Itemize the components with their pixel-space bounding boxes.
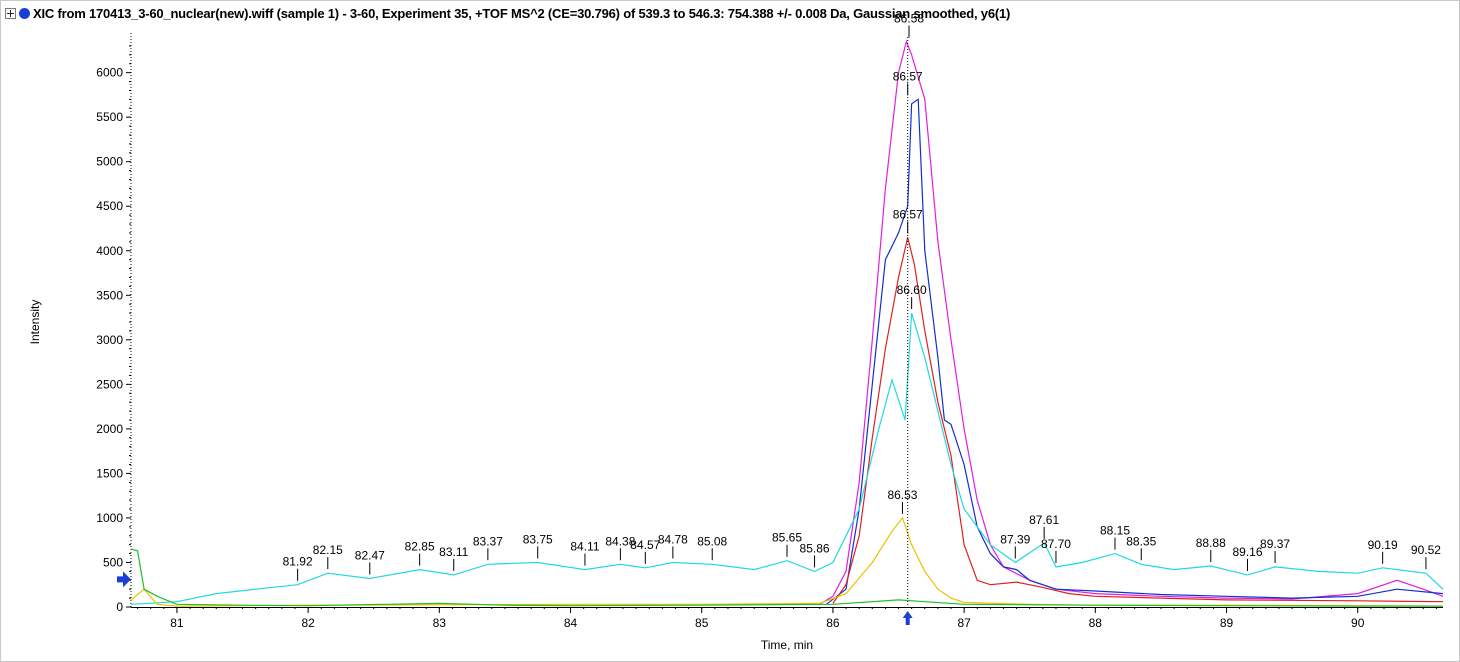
peak-label: 85.65 — [772, 531, 802, 545]
x-tick-label: 81 — [170, 616, 184, 630]
peak-label: 81.92 — [283, 555, 313, 569]
y-tick-label: 1500 — [96, 466, 123, 480]
peak-label: 84.57 — [630, 538, 660, 552]
peak-label: 86.60 — [897, 283, 927, 297]
x-tick-label: 89 — [1220, 616, 1234, 630]
peak-label: 86.57 — [893, 69, 923, 83]
y-tick-label: 6000 — [96, 66, 123, 80]
peak-label: 82.85 — [405, 540, 435, 554]
peak-label: 83.75 — [523, 532, 553, 546]
y-tick-label: 1000 — [96, 511, 123, 525]
series-line-3 — [130, 312, 1444, 605]
y-tick-label: 3000 — [96, 333, 123, 347]
peak-label: 85.86 — [800, 541, 830, 555]
right-arrow-icon[interactable] — [117, 571, 131, 588]
series-line-0 — [819, 39, 1444, 605]
chart-title-row: XIC from 170413_3-60_nuclear(new).wiff (… — [5, 4, 1010, 22]
series-line-5 — [130, 548, 1443, 607]
peak-label: 88.88 — [1196, 536, 1226, 550]
peak-label: 88.15 — [1100, 524, 1130, 538]
peak-label: 90.52 — [1411, 543, 1441, 557]
y-tick-label: 2500 — [96, 377, 123, 391]
peak-label: 86.58 — [894, 11, 924, 25]
chart-title: XIC from 170413_3-60_nuclear(new).wiff (… — [33, 5, 1011, 21]
x-tick-label: 84 — [564, 616, 578, 630]
series-line-1 — [826, 98, 1444, 605]
x-tick-label: 87 — [957, 616, 971, 630]
y-tick-label: 4000 — [96, 244, 123, 258]
plus-box-icon[interactable] — [5, 7, 16, 19]
peak-label: 82.15 — [313, 543, 343, 557]
series-line-2 — [832, 237, 1444, 604]
x-tick-label: 90 — [1351, 616, 1365, 630]
y-tick-label: 500 — [103, 555, 123, 569]
peak-label: 83.37 — [473, 534, 503, 548]
x-axis-label: Time, min — [761, 638, 813, 652]
y-axis-label: Intensity — [28, 300, 42, 345]
peak-label: 89.16 — [1232, 545, 1262, 559]
x-tick-label: 85 — [695, 616, 709, 630]
peak-label: 85.08 — [697, 534, 727, 548]
x-tick-label: 82 — [301, 616, 315, 630]
peak-label: 89.37 — [1260, 537, 1290, 551]
peak-label: 87.39 — [1000, 532, 1030, 546]
peak-label: 86.57 — [893, 207, 923, 221]
y-tick-label: 4500 — [96, 199, 123, 213]
blue-dot-icon — [19, 7, 30, 19]
peak-label: 90.19 — [1368, 538, 1398, 552]
y-tick-label: 3500 — [96, 288, 123, 302]
peak-label: 84.38 — [605, 534, 635, 548]
peak-label: 82.47 — [355, 549, 385, 563]
peak-label: 86.53 — [887, 488, 917, 502]
x-tick-label: 88 — [1089, 616, 1103, 630]
y-tick-label: 0 — [116, 600, 123, 614]
up-arrow-icon[interactable] — [902, 611, 913, 625]
peak-label: 87.61 — [1029, 513, 1059, 527]
peak-label: 83.11 — [439, 545, 468, 559]
y-tick-label: 2000 — [96, 422, 123, 436]
peak-label: 84.78 — [658, 532, 688, 546]
y-tick-label: 5000 — [96, 155, 123, 169]
peak-label: 87.70 — [1041, 537, 1071, 551]
x-tick-label: 86 — [826, 616, 840, 630]
x-tick-label: 83 — [433, 616, 447, 630]
y-tick-label: 5500 — [96, 110, 123, 124]
peak-label: 88.35 — [1126, 534, 1156, 548]
peak-label: 84.11 — [570, 540, 599, 554]
